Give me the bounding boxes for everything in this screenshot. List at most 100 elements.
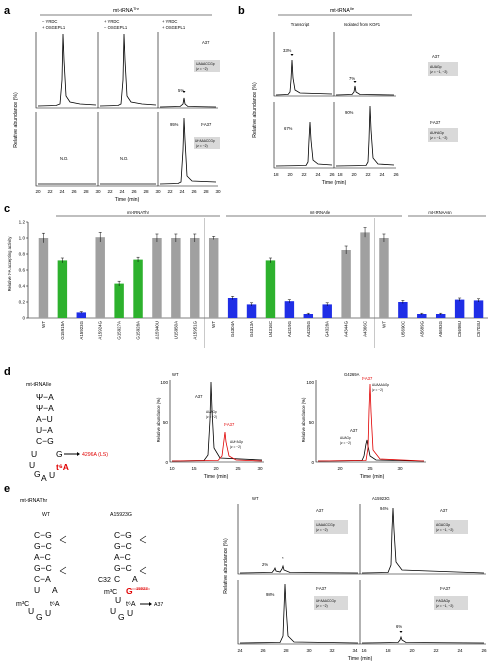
e-mut-label: A15923G [110,512,132,518]
svg-text:A37: A37 [154,602,163,608]
b-pct-top1: 33% [283,48,292,53]
c-group-ile: mt-tRNAIle [310,210,331,215]
b-box-bottom-seq: AUt⁶AGp [430,131,444,135]
svg-text:G: G [118,612,125,622]
a-box-bottom [194,137,220,149]
svg-text:28: 28 [143,189,149,194]
svg-text:G: G [34,469,41,479]
c-bar [76,312,87,318]
panel-d-chart-wt: WT Relative abundance (%) 100 50 0 A37 A… [156,372,264,480]
a-box-top-z: (z = −2) [196,67,208,71]
svg-text:U: U [29,460,35,470]
c-category-label: U5690C [400,321,405,337]
a-row-top-label: A37 [202,40,210,45]
svg-text:30: 30 [306,648,312,653]
a-box-top [194,60,220,72]
d-peak-t6a37: t⁶A37 [224,422,235,427]
panel-a-cond1-line1: − YRDC [42,19,57,24]
svg-text:94%: 94% [380,506,389,511]
svg-text:t⁶AGAGp: t⁶AGAGp [436,599,450,603]
c-bar [57,260,68,318]
c-ytick-label: 0.4 [19,284,26,289]
svg-text:100: 100 [160,380,168,385]
svg-text:30: 30 [155,189,161,194]
svg-text:(z = −2): (z = −2) [372,388,383,392]
a-nd1: N.D. [60,156,68,161]
c-category-label: U4316C [268,321,273,337]
e-trna-label: mt-tRNAThr [20,498,48,504]
svg-text:AUAGp: AUAGp [206,410,217,414]
panel-e-trna-structures: mt-tRNAThr WT A15923G C−G G−C A−C G−C C−… [16,498,163,622]
svg-text:(z = −2): (z = −2) [206,415,217,419]
svg-text:10: 10 [169,466,175,471]
svg-text:26: 26 [131,189,137,194]
c-category-label: C5698U [457,321,462,337]
b-box-top-seq: AUAGp [430,65,442,69]
d-peak-a37: A37 [195,394,203,399]
e-wt-label: WT [42,512,51,518]
c-bar [417,314,427,318]
svg-text:t⁶A: t⁶A [50,601,60,608]
svg-text:(z = −1, −2): (z = −1, −2) [436,528,453,532]
d-ylabel-1: Relative abundance (%) [156,397,161,442]
svg-text:G: G [36,612,43,622]
a-trace-top-2 [99,33,157,107]
b-pct-bottom1: 67% [284,126,293,131]
svg-text:A37: A37 [350,428,358,433]
svg-text:(z = −1, −2): (z = −1, −2) [436,604,453,608]
svg-text:U: U [34,585,40,595]
c-bar [152,238,162,318]
panel-d-chart-mutant: G4269A Relative abundance (%) 100 50 0 t… [301,372,426,480]
b-pct-bottom2: 90% [345,110,354,115]
c-bar [265,260,276,318]
c-ytick-label: 0.8 [19,252,26,257]
svg-text:A15923G: A15923G [372,496,390,501]
svg-text:C−G: C−G [34,530,52,540]
panel-b-ylabel: Relative abundance (%) [252,82,258,138]
svg-text:Time (min): Time (min) [204,474,229,480]
svg-text:28: 28 [83,189,89,194]
svg-text:t⁶A37: t⁶A37 [440,586,451,591]
c-category-label: G4328A [325,321,330,337]
svg-text:A: A [52,585,58,595]
svg-text:G: G [126,586,133,596]
panel-a-ylabel: Relative abundance (%) [13,92,19,148]
svg-text:20: 20 [409,648,415,653]
panel-e-ylabel: Relative abundance (%) [223,538,229,594]
panel-c-group-headers: mt-tRNAThr mt-tRNAIle mt-tRNAAsn [56,210,486,217]
svg-text:20: 20 [337,466,343,471]
svg-text:26: 26 [393,172,399,177]
svg-text:UAAACCGp: UAAACCGp [316,523,335,527]
panel-b-col1: Transcript [291,22,310,27]
d-chart1-title: WT [172,372,179,377]
panel-a-cond3-line1: + YRDC [162,19,177,24]
svg-text:26: 26 [191,189,197,194]
svg-text:22: 22 [167,189,173,194]
c-category-label: G15928A [136,321,141,340]
c-category-label: WT [381,321,386,328]
c-category-label: G15915A [60,321,65,340]
panel-label-e: e [4,483,10,495]
svg-text:98%: 98% [266,592,275,597]
svg-text:30: 30 [397,466,403,471]
a-pct-bottom: 95% [170,122,179,127]
svg-text:A: A [132,574,138,584]
c-ytick-label: 0.6 [19,268,26,273]
svg-text:28: 28 [283,648,289,653]
svg-text:(z = −2): (z = −2) [340,441,351,445]
svg-text:A−C: A−C [34,552,51,562]
svg-text:Ψ−A: Ψ−A [36,392,54,402]
panel-a-cond2-line1: + YRDC [104,19,119,24]
c-bar [322,304,332,318]
d-trna-label: mt-tRNAIle [26,382,51,388]
svg-text:18: 18 [385,648,391,653]
c-category-label: U15950A [173,321,178,339]
a-pct-top: 5% [178,88,184,93]
svg-text:m³C: m³C [104,589,117,596]
c-bar [133,259,143,318]
c-ytick-label: 1.2 [19,220,26,225]
panel-label-d: d [4,366,11,378]
svg-text:24: 24 [59,189,65,194]
c-category-label: A15924G [98,320,103,339]
